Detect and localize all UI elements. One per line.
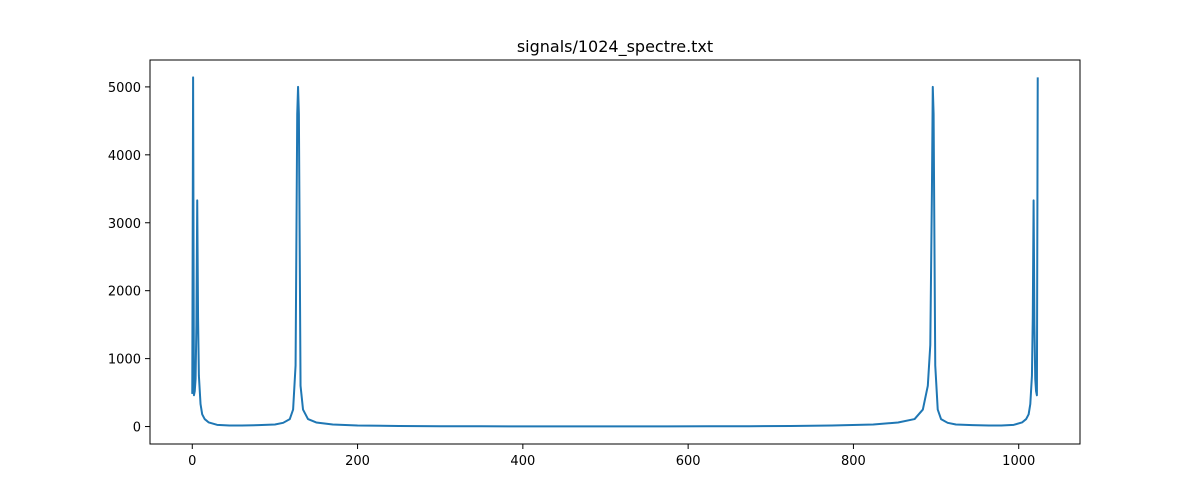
- axes-frame: [149, 59, 1081, 445]
- y-tick-label: 3000: [108, 217, 141, 232]
- y-tick-label: 5000: [108, 81, 141, 96]
- chart-title: signals/1024_spectre.txt: [517, 37, 713, 57]
- x-tick-label: 0: [188, 454, 196, 469]
- plot-area: [191, 76, 1039, 428]
- x-tick-label: 800: [841, 454, 866, 469]
- series-line-0: [191, 76, 1039, 428]
- x-tick-label: 600: [676, 454, 701, 469]
- y-tick-label: 2000: [108, 285, 141, 300]
- x-tick-label: 200: [345, 454, 370, 469]
- y-tick-label: 0: [133, 421, 141, 436]
- y-axis-ticks: 0 1000 2000 3000 4000 5000: [108, 81, 150, 436]
- y-tick-label: 1000: [108, 353, 141, 368]
- x-tick-label: 1000: [1002, 454, 1035, 469]
- x-tick-label: 400: [510, 454, 535, 469]
- y-tick-label: 4000: [108, 149, 141, 164]
- x-axis-ticks: 0 200 400 600 800 1000: [188, 444, 1035, 469]
